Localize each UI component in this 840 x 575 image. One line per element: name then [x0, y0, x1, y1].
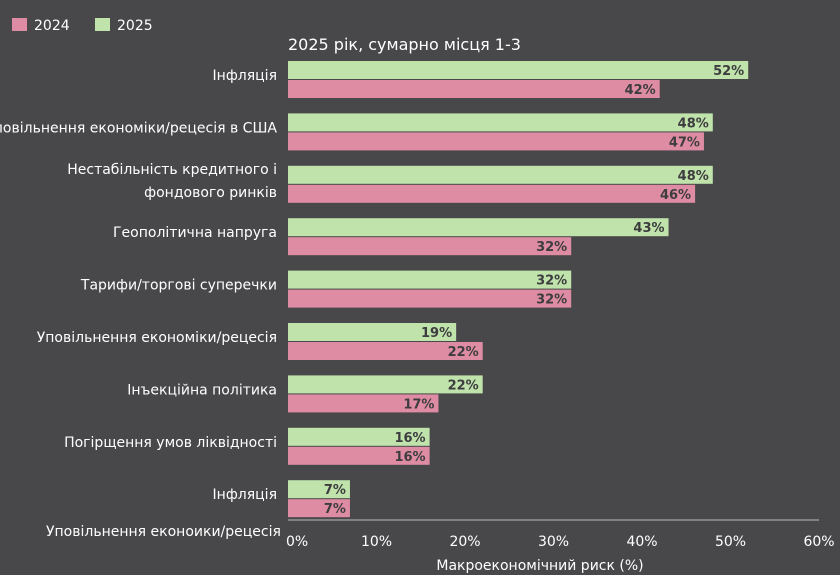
- category-label-3-line-2: фондового ринків: [144, 185, 277, 201]
- legend-swatch-2025: [95, 18, 110, 31]
- category-label-extra: Уповільнення еконоики/рецесія: [46, 524, 281, 540]
- x-tick-label-20: 20%: [449, 534, 480, 550]
- bar-2025-4: [288, 218, 669, 237]
- category-label-5: Тарифи/торгові суперечки: [80, 278, 277, 294]
- x-tick-label-40: 40%: [626, 534, 657, 550]
- bar-2025-6: [288, 323, 457, 341]
- bar-2025-3: [288, 165, 713, 184]
- x-tick-label-0: 0%: [286, 534, 308, 550]
- value-label-2024-5: 32%: [536, 293, 567, 308]
- category-label-4: Геополітична напруга: [113, 225, 277, 241]
- bar-2025-2: [288, 113, 713, 132]
- category-label-3-line-1: Нестабільність кредитного і: [67, 162, 277, 178]
- bar-2024-4: [288, 237, 572, 256]
- value-label-2024-6: 22%: [448, 345, 479, 360]
- bar-2025-8: [288, 427, 430, 446]
- bar-2024-8: [288, 446, 430, 465]
- value-label-2025-3: 48%: [678, 169, 709, 184]
- category-label-9: Інфляція: [213, 487, 277, 503]
- value-label-2024-1: 42%: [625, 83, 656, 98]
- value-label-2024-9: 7%: [324, 502, 346, 517]
- bar-2024-3: [288, 184, 696, 203]
- bar-2024-2: [288, 132, 704, 151]
- value-label-2025-5: 32%: [536, 274, 567, 289]
- category-label-7: Інъекційна політика: [127, 382, 277, 398]
- bar-2024-7: [288, 394, 439, 413]
- value-label-2025-6: 19%: [421, 326, 452, 341]
- bar-2024-1: [288, 80, 660, 98]
- legend-label-2024: 2024: [34, 18, 70, 34]
- bar-2024-9: [288, 499, 350, 518]
- x-tick-label-30: 30%: [538, 534, 569, 550]
- value-label-2025-7: 22%: [448, 378, 479, 393]
- bar-2025-1: [288, 61, 749, 79]
- legend-label-2025: 2025: [117, 18, 153, 34]
- value-label-2025-8: 16%: [394, 431, 425, 446]
- x-tick-label-50: 50%: [715, 534, 746, 550]
- bar-2025-9: [288, 480, 350, 499]
- category-label-6: Уповільнення економіки/рецесія: [37, 330, 277, 346]
- value-label-2025-4: 43%: [633, 221, 664, 236]
- bar-2024-5: [288, 289, 572, 308]
- value-label-2025-9: 7%: [324, 483, 346, 498]
- value-label-2024-8: 16%: [394, 450, 425, 465]
- bar-2024-6: [288, 342, 483, 360]
- bar-2025-7: [288, 375, 483, 394]
- x-axis-title: Макроекономічний риск (%): [436, 558, 643, 574]
- value-label-2025-2: 48%: [678, 116, 709, 131]
- legend-swatch-2024: [12, 18, 27, 31]
- category-label-8: Погірщення умов ліквідності: [64, 435, 277, 451]
- value-label-2024-2: 47%: [669, 135, 700, 150]
- value-label-2024-3: 46%: [660, 188, 691, 203]
- bar-2025-5: [288, 270, 572, 289]
- x-tick-label-60: 60%: [803, 534, 834, 550]
- category-label-2: Уповільнення економіки/рецесія в США: [0, 120, 277, 136]
- category-label-1: Інфляція: [213, 68, 277, 84]
- chart-title: 2025 рік, сумарно місця 1-3: [288, 35, 521, 54]
- x-tick-label-10: 10%: [361, 534, 392, 550]
- value-label-2024-7: 17%: [403, 397, 434, 412]
- value-label-2025-1: 52%: [713, 64, 744, 79]
- value-label-2024-4: 32%: [536, 240, 567, 255]
